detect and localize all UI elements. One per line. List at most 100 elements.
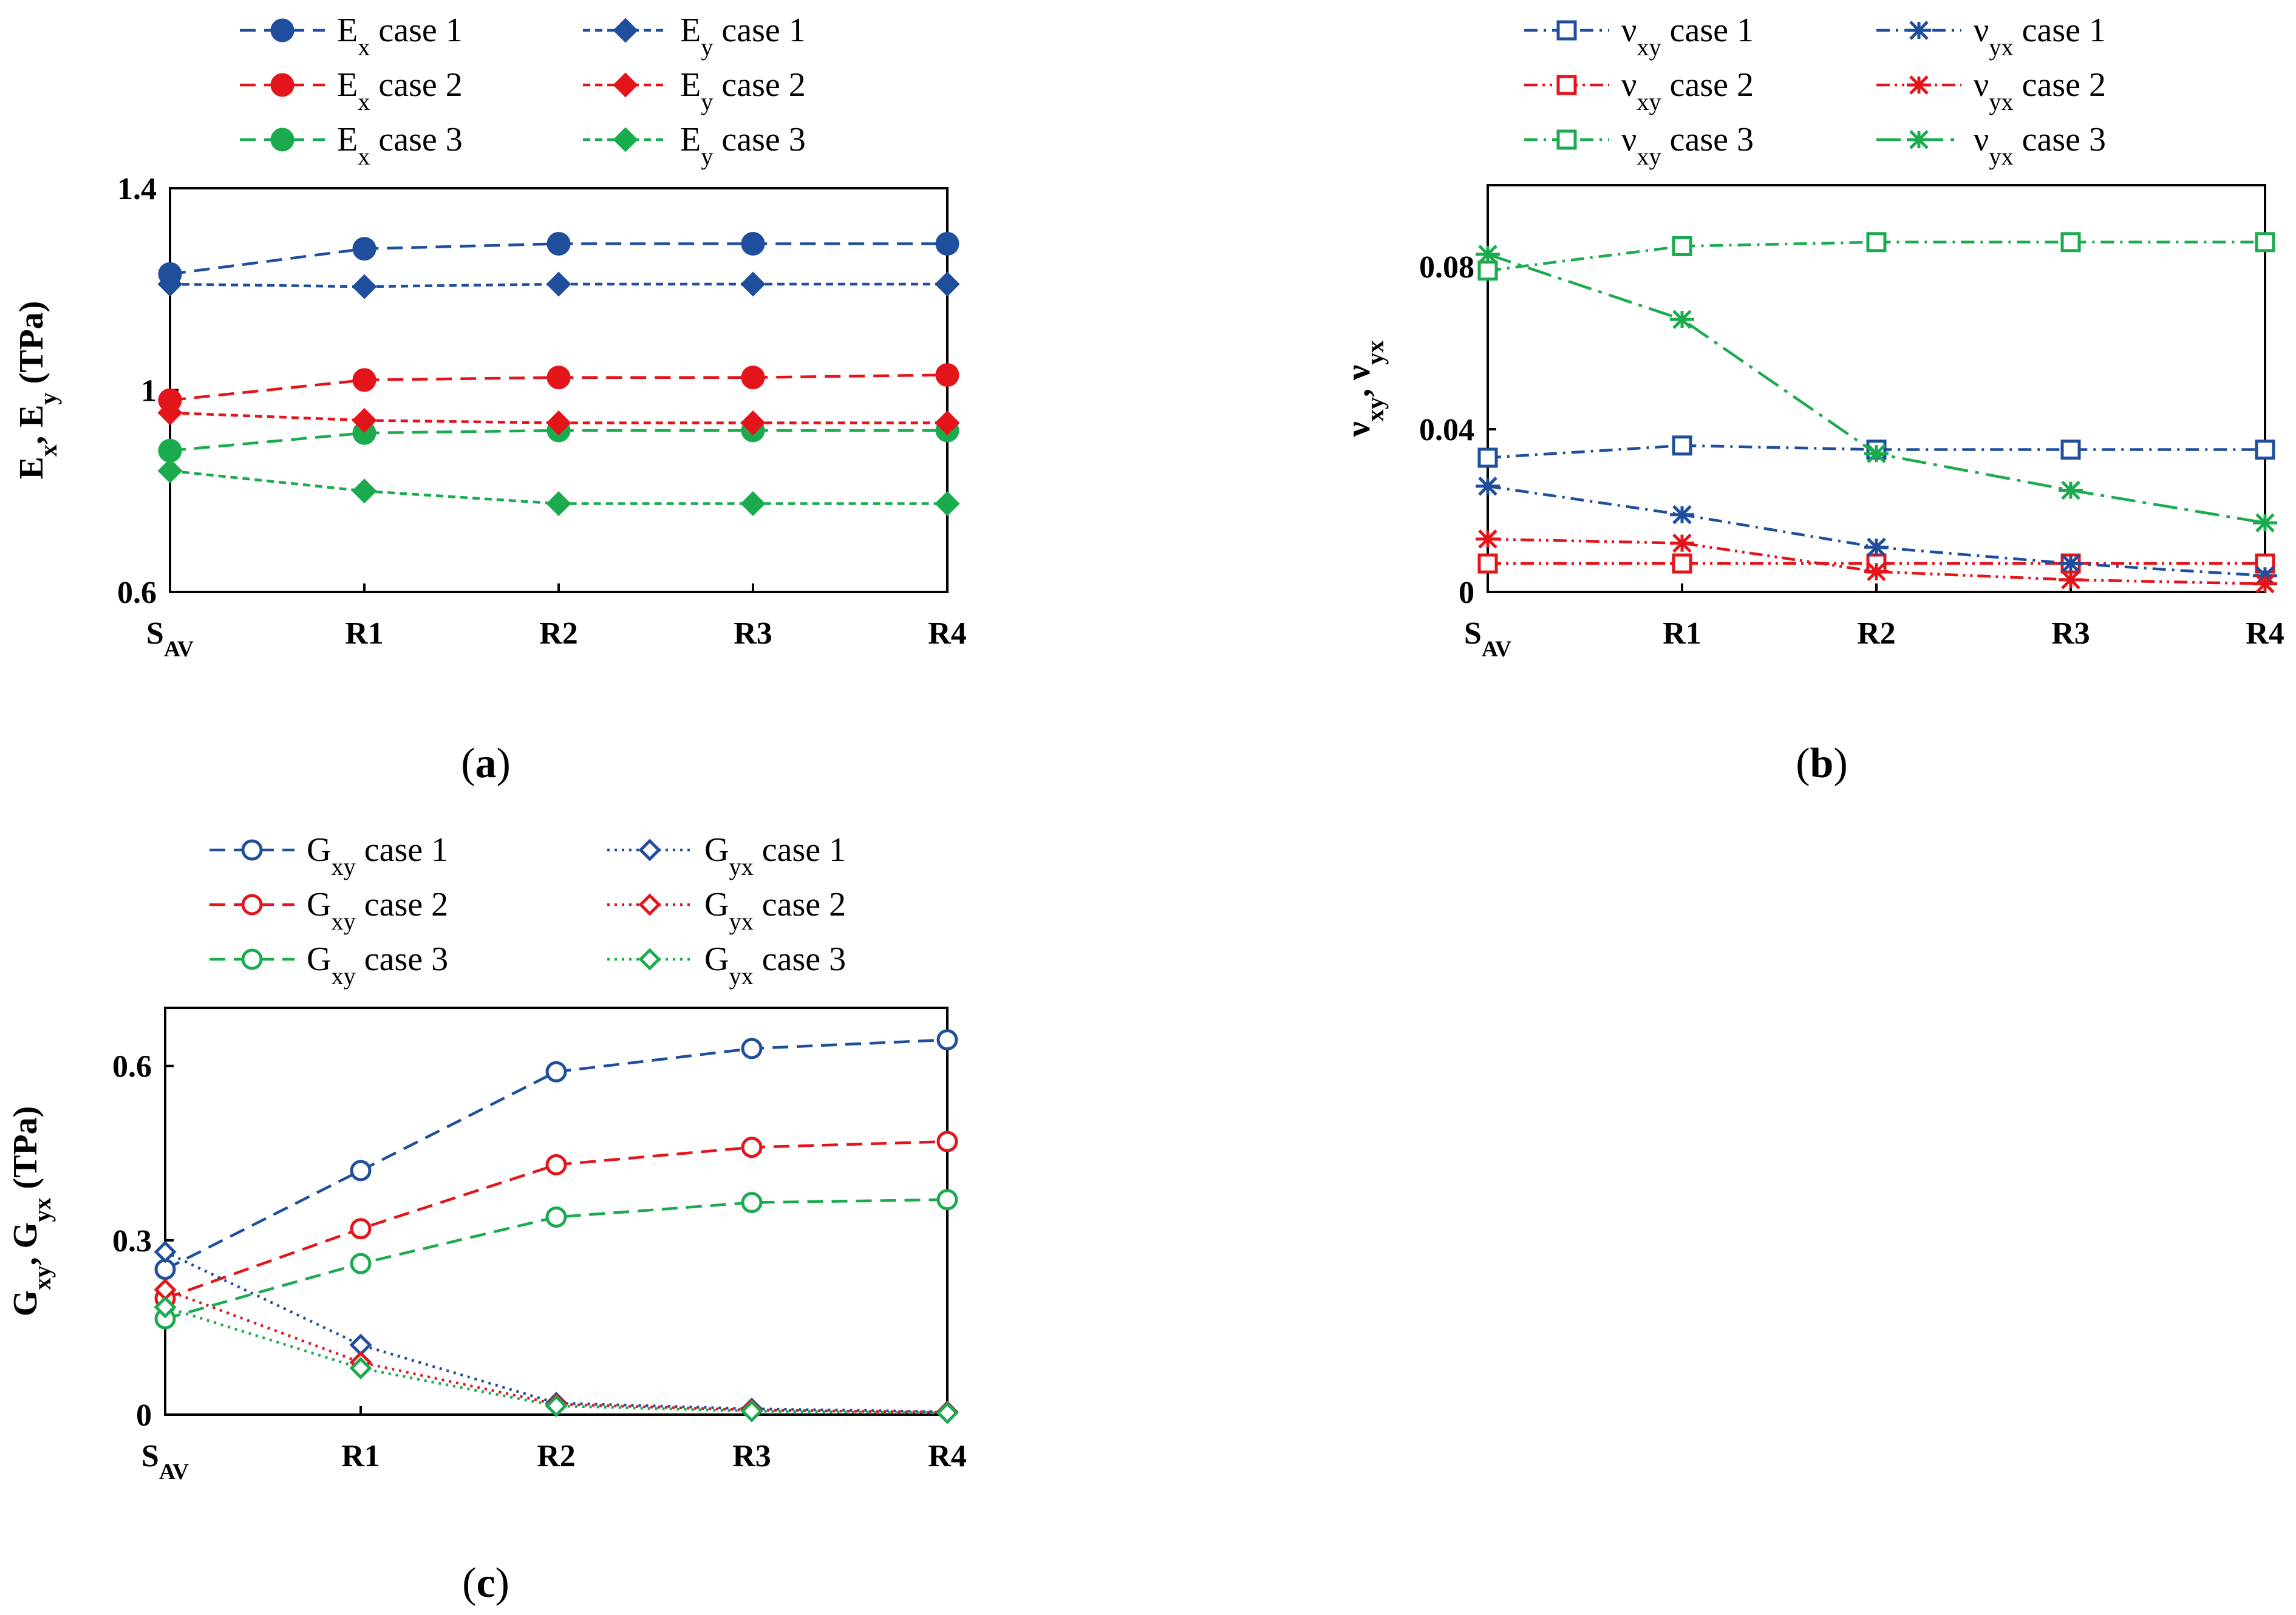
x-tick-label: R2 <box>537 1439 576 1474</box>
legend-label: νxy case 1 <box>1621 12 1754 61</box>
x-tick-label: R3 <box>732 1439 771 1474</box>
data-point <box>2060 440 2081 460</box>
data-point <box>546 491 571 517</box>
legend-label: νyx case 3 <box>1974 121 2106 170</box>
data-point <box>1477 260 1498 281</box>
x-tick-label: SAV <box>141 1439 189 1484</box>
legend-marker <box>241 894 263 916</box>
legend-entry: Gxy case 2 <box>210 886 448 935</box>
series-Ey-1 <box>157 271 960 299</box>
legend-entry: νxy case 2 <box>1524 66 1754 115</box>
y-axis-label: Ex, Ey (TPa) <box>13 301 62 480</box>
legend-label: Gxy case 2 <box>307 886 448 935</box>
data-point <box>547 231 571 256</box>
legend-marker <box>613 72 638 98</box>
legend-marker <box>1907 75 1931 95</box>
legend-entry: Ey case 2 <box>583 66 806 115</box>
data-point <box>157 458 183 484</box>
legend-marker <box>613 18 638 43</box>
y-tick-label: 0 <box>136 1398 152 1433</box>
legend-entry: νyx case 1 <box>1876 12 2106 61</box>
data-point <box>741 231 765 256</box>
data-point <box>547 365 571 390</box>
chart-panel-a: 0.6 1 1.4 SAV R1 R2 R3 R4 Ex, Ey (TPa) Ex case 1 E… <box>13 12 967 787</box>
chart-panel-c: 0 0.3 0.6 SAV R1 R2 R3 R4 Gxy, Gyx (TPa) Gxy case… <box>7 831 967 1606</box>
y-tick-label: 0 <box>1459 576 1474 610</box>
y-tick-label: 0.6 <box>112 1050 152 1084</box>
data-point <box>352 478 377 504</box>
data-point <box>741 1038 763 1059</box>
data-point <box>349 1356 372 1379</box>
legend-entry: Gxy case 3 <box>210 940 448 990</box>
data-point <box>546 410 571 436</box>
data-point <box>1864 537 1889 557</box>
legend-entry: νxy case 3 <box>1524 121 1754 170</box>
legend-label: Gxy case 3 <box>307 940 448 990</box>
data-point <box>936 1401 959 1424</box>
legend-marker <box>1556 129 1577 150</box>
data-point <box>350 1253 372 1274</box>
series-νyx-2 <box>1476 529 2277 594</box>
x-tick-label: R2 <box>539 616 578 651</box>
data-point <box>157 400 183 426</box>
series-νyx-3 <box>1476 245 2277 532</box>
legend-label: νxy case 2 <box>1621 66 1754 115</box>
data-point <box>741 365 765 390</box>
y-tick-label: 1 <box>141 374 157 409</box>
x-tick-label: R4 <box>928 1439 967 1474</box>
series-line <box>1487 537 2266 585</box>
legend-marker <box>1556 75 1577 95</box>
data-point <box>1672 435 1692 456</box>
legend-label: Gyx case 1 <box>704 831 846 880</box>
x-tick-label: R4 <box>928 616 967 651</box>
y-axis-label: νxy, νyx <box>1340 341 1389 438</box>
data-point <box>1670 505 1694 525</box>
data-point <box>2060 232 2081 253</box>
series-line <box>1487 253 2266 525</box>
series-line <box>165 1305 948 1415</box>
series-line <box>1487 240 2265 272</box>
data-point <box>154 1296 177 1319</box>
data-point <box>1476 477 1500 496</box>
y-tick-label: 0.3 <box>112 1224 152 1259</box>
data-point <box>935 271 960 297</box>
series-Ey-3 <box>157 458 960 517</box>
x-tick-label: R4 <box>2246 616 2284 651</box>
series-Gxy-1 <box>154 1029 958 1280</box>
chart-panel-b: 0 0.04 0.08 SAV R1 R2 R3 R4 νxy, νyx νxy case 1 νx… <box>1340 12 2284 787</box>
legend-entry: Gyx case 1 <box>607 831 846 880</box>
legend-label: Gyx case 2 <box>704 886 846 935</box>
data-point <box>1670 310 1694 329</box>
legend-label: Gyx case 3 <box>704 940 846 990</box>
legend-marker <box>613 127 638 152</box>
data-point <box>154 1240 177 1263</box>
x-tick-label: R2 <box>1857 616 1896 651</box>
data-point <box>2255 232 2275 253</box>
legend-marker <box>638 838 661 862</box>
legend-label: νyx case 1 <box>1974 12 2106 61</box>
legend-label: νxy case 3 <box>1621 121 1754 170</box>
y-tick-label: 0.08 <box>1419 250 1474 285</box>
data-point <box>2059 570 2083 590</box>
legend-entry: Gyx case 3 <box>607 940 846 990</box>
legend-entry: νxy case 1 <box>1524 12 1754 61</box>
data-point <box>1864 562 1889 582</box>
legend-marker <box>638 893 661 916</box>
data-point <box>157 271 183 297</box>
data-point <box>1477 553 1498 574</box>
legend-label: Gxy case 1 <box>307 831 448 880</box>
x-tick-label: R3 <box>734 616 772 651</box>
data-point <box>1476 529 1500 549</box>
legend-entry: Ex case 3 <box>240 121 463 170</box>
legend-entry: Gyx case 2 <box>607 886 846 935</box>
x-tick-label: R1 <box>341 1439 380 1474</box>
series-Ex-2 <box>158 363 959 412</box>
data-point <box>2255 440 2275 460</box>
data-point <box>352 237 376 261</box>
data-point <box>1864 444 1889 463</box>
data-point <box>935 491 960 517</box>
data-point <box>158 438 182 463</box>
legend-entry: Ex case 2 <box>240 66 463 115</box>
legend-marker <box>270 73 295 97</box>
data-point <box>2059 554 2083 573</box>
